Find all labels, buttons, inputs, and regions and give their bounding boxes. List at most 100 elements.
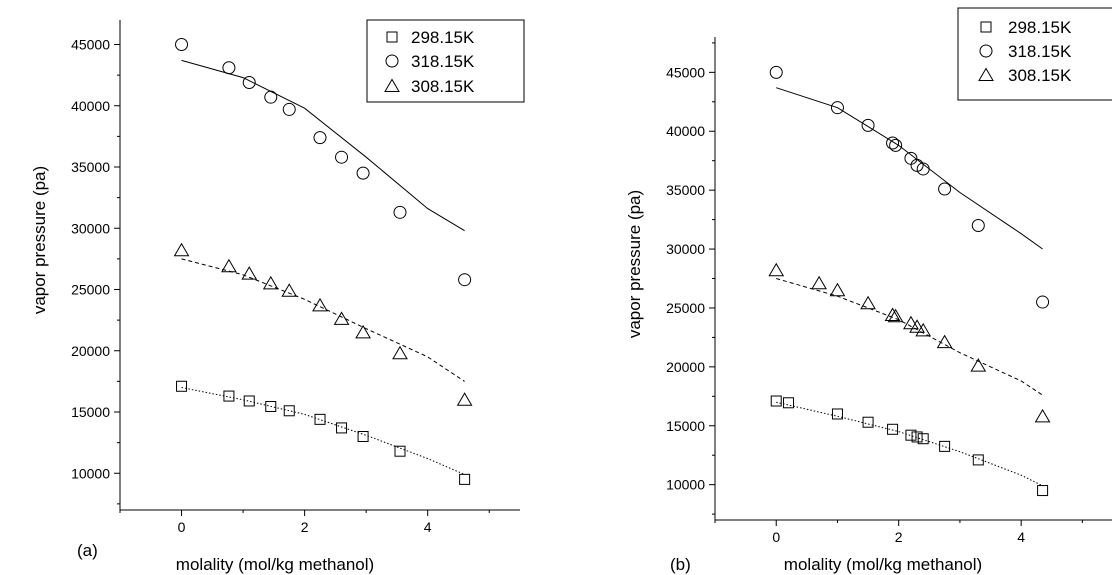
data-point-circle: [282, 102, 296, 116]
data-point-square: [394, 445, 406, 457]
data-point-circle: [393, 205, 407, 219]
data-point-square: [831, 408, 843, 420]
legend-marker-triangle: [978, 67, 994, 81]
panel-label: (b): [670, 555, 691, 574]
legend-marker-triangle: [384, 78, 400, 92]
data-point-square: [357, 431, 369, 442]
legend-label: 308.15K: [1008, 66, 1072, 85]
data-point-circle: [861, 118, 875, 132]
data-point-triangle: [860, 295, 876, 310]
legend-marker-square: [386, 31, 398, 43]
data-point-square: [917, 433, 929, 445]
legend-label: 308.15K: [411, 77, 475, 96]
y-tick-label: 20000: [666, 359, 705, 375]
data-point-square: [782, 397, 794, 409]
data-point-triangle: [768, 262, 785, 277]
legend-label: 318.15K: [411, 52, 475, 71]
data-point-square: [862, 416, 874, 428]
data-point-circle: [335, 150, 349, 164]
y-tick-label: 10000: [666, 477, 705, 493]
panel-b: 10000 15000 20000 25000 30000 35000 40000 45000…: [625, 7, 1112, 574]
data-point-circle: [1036, 295, 1050, 309]
legend-label: 298.15K: [1008, 18, 1072, 37]
data-point-triangle: [970, 358, 987, 372]
data-point-square: [283, 405, 295, 417]
data-point-square: [972, 454, 984, 466]
x-tick-label: 4: [1017, 529, 1025, 545]
data-point-circle: [175, 38, 189, 51]
data-point-triangle: [936, 334, 953, 349]
data-point-square: [176, 380, 188, 392]
data-point-circle: [830, 101, 844, 115]
y-tick-label: 25000: [666, 300, 705, 316]
data-point-square: [265, 400, 277, 412]
y-tick-label: 15000: [71, 404, 110, 420]
y-tick-label: 35000: [71, 159, 110, 175]
y-axis-label: vapor pressure (pa): [625, 190, 644, 338]
fit-line-298.15K: [776, 401, 1043, 487]
data-point-circle: [938, 182, 952, 196]
data-point-circle: [910, 158, 924, 172]
y-tick-label: 15000: [666, 418, 705, 434]
x-axis-label: molality (mol/kg methanol): [784, 555, 982, 574]
data-point-triangle: [811, 275, 827, 290]
data-point-circle: [356, 166, 370, 180]
x-tick-label: 2: [301, 519, 309, 535]
data-point-triangle: [829, 282, 846, 297]
panel-a: 10000 15000 20000 25000 30000 35000 40000 45000…: [30, 19, 525, 574]
data-point-circle: [886, 136, 900, 150]
y-tick-label: 40000: [666, 123, 705, 139]
y-tick-label: 45000: [71, 37, 110, 53]
data-point-circle: [222, 61, 236, 75]
data-point-triangle: [392, 345, 408, 360]
data-point-triangle: [915, 322, 932, 337]
data-point-triangle: [333, 311, 350, 325]
fit-line-308.15K: [181, 258, 465, 382]
data-point-triangle: [241, 266, 258, 280]
data-point-circle: [458, 273, 472, 287]
data-point-square: [223, 390, 235, 402]
data-point-circle: [916, 162, 930, 176]
y-tick-label: 30000: [666, 241, 705, 257]
legend-marker-square: [980, 21, 992, 33]
y-tick-label: 30000: [71, 220, 110, 236]
data-point-triangle: [262, 275, 279, 290]
data-point-square: [459, 473, 471, 485]
data-point-square: [336, 422, 348, 434]
data-point-triangle: [887, 308, 904, 323]
data-point-triangle: [903, 315, 919, 330]
y-tick-label: 10000: [71, 465, 110, 481]
x-tick-label: 0: [178, 519, 186, 535]
data-point-circle: [313, 131, 327, 145]
x-tick-label: 4: [424, 519, 432, 535]
data-point-triangle: [221, 258, 237, 273]
data-point-triangle: [1034, 408, 1051, 423]
data-point-square: [1037, 485, 1049, 497]
data-point-circle: [769, 65, 783, 79]
data-point-triangle: [173, 242, 190, 257]
data-point-square: [770, 395, 782, 407]
data-point-square: [887, 423, 899, 435]
data-point-square: [905, 429, 917, 441]
panel-label: (a): [77, 541, 98, 560]
y-axis-label: vapor pressure (pa): [30, 166, 49, 314]
data-point-circle: [889, 138, 903, 152]
legend-box: [366, 19, 525, 103]
data-point-circle: [971, 218, 985, 232]
data-point-circle: [242, 75, 256, 89]
fit-line-308.15K: [776, 278, 1043, 396]
data-point-square: [243, 395, 255, 407]
y-tick-label: 45000: [666, 64, 705, 80]
y-tick-label: 40000: [71, 98, 110, 114]
x-axis-label: molality (mol/kg methanol): [176, 555, 374, 574]
data-point-triangle: [456, 392, 473, 406]
data-point-triangle: [312, 297, 328, 312]
legend-marker-circle: [979, 44, 993, 58]
fit-line-318.15K: [181, 59, 465, 232]
y-tick-label: 25000: [71, 282, 110, 298]
legend-marker-circle: [385, 54, 399, 68]
y-tick-label: 20000: [71, 343, 110, 359]
legend-box: [957, 7, 1112, 101]
fit-line-298.15K: [181, 387, 465, 475]
